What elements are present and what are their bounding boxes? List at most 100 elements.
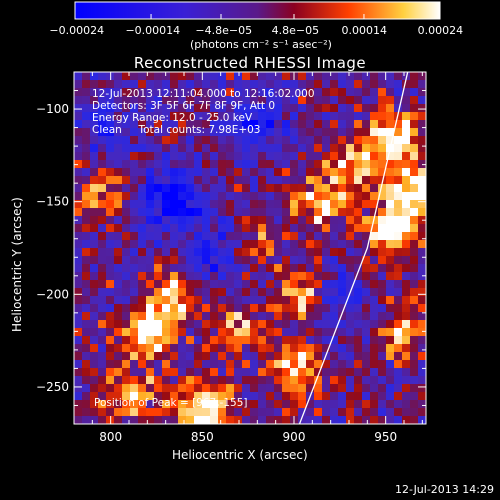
heatmap-cell — [202, 168, 211, 177]
heatmap-cell — [162, 168, 171, 177]
heatmap-cell — [178, 112, 187, 121]
heatmap-cell — [114, 256, 123, 265]
heatmap-cell — [378, 112, 387, 121]
heatmap-cell — [266, 288, 275, 297]
heatmap-cell — [282, 344, 291, 353]
heatmap-cell — [162, 80, 171, 89]
heatmap-cell — [290, 320, 299, 329]
heatmap-cell — [146, 264, 155, 273]
heatmap-cell — [282, 280, 291, 289]
heatmap-cell — [306, 128, 315, 137]
heatmap-cell — [146, 280, 155, 289]
heatmap-cell — [234, 72, 243, 81]
heatmap-cell — [402, 288, 411, 297]
heatmap-cell — [394, 304, 403, 313]
heatmap-cell — [266, 248, 275, 257]
heatmap-cell — [330, 224, 339, 233]
heatmap-cell — [314, 408, 323, 417]
heatmap-cell — [386, 408, 395, 417]
heatmap-cell — [202, 408, 211, 417]
heatmap-cell — [218, 304, 227, 313]
heatmap-cell — [98, 176, 107, 185]
heatmap-cell — [122, 392, 131, 401]
heatmap-cell — [354, 416, 363, 424]
heatmap-cell — [186, 80, 195, 89]
heatmap-cell — [162, 144, 171, 153]
heatmap-cell — [138, 280, 147, 289]
heatmap-cell — [274, 416, 283, 424]
heatmap-cell — [410, 280, 419, 289]
heatmap-cell — [298, 368, 307, 377]
heatmap-cell — [146, 272, 155, 281]
heatmap-cell — [130, 328, 139, 337]
heatmap-cell — [242, 280, 251, 289]
heatmap-cell — [282, 392, 291, 401]
heatmap-cell — [210, 96, 219, 105]
heatmap-cell — [146, 384, 155, 393]
heatmap-cell — [346, 400, 355, 409]
heatmap-cell — [90, 272, 99, 281]
heatmap-cell — [314, 280, 323, 289]
heatmap-cell — [274, 264, 283, 273]
heatmap-cell — [82, 360, 91, 369]
heatmap-cell — [330, 144, 339, 153]
heatmap-cell — [314, 96, 323, 105]
heatmap-cell — [338, 408, 347, 417]
heatmap-cell — [330, 256, 339, 265]
heatmap-cell — [362, 96, 371, 105]
heatmap-cell — [298, 264, 307, 273]
heatmap-cell — [226, 408, 235, 417]
heatmap-cell — [186, 336, 195, 345]
heatmap-cell — [314, 152, 323, 161]
heatmap-cell — [362, 296, 371, 305]
heatmap-cell — [74, 72, 83, 81]
heatmap-cell — [90, 152, 99, 161]
heatmap-cell — [394, 264, 403, 273]
heatmap-cell — [202, 208, 211, 217]
heatmap-cell — [386, 232, 395, 241]
x-tick-label: 800 — [99, 430, 122, 444]
heatmap-cell — [394, 88, 403, 97]
heatmap-cell — [314, 256, 323, 265]
heatmap-cell — [370, 200, 379, 209]
heatmap-cell — [370, 192, 379, 201]
heatmap-cell — [298, 112, 307, 121]
heatmap-cell — [378, 152, 387, 161]
heatmap-cell — [138, 296, 147, 305]
heatmap-cell — [202, 200, 211, 209]
heatmap-cell — [290, 232, 299, 241]
heatmap-cell — [258, 120, 267, 129]
heatmap-cell — [82, 184, 91, 193]
heatmap-cell — [290, 288, 299, 297]
heatmap-cell — [130, 184, 139, 193]
heatmap-cell — [106, 208, 115, 217]
heatmap-cell — [210, 216, 219, 225]
heatmap-cell — [394, 168, 403, 177]
heatmap-cell — [106, 368, 115, 377]
heatmap-cell — [354, 192, 363, 201]
heatmap-cell — [82, 136, 91, 145]
heatmap-cell — [226, 280, 235, 289]
heatmap-cell — [178, 80, 187, 89]
heatmap-cell — [394, 112, 403, 121]
heatmap-cell — [178, 416, 187, 424]
heatmap-cell — [194, 144, 203, 153]
heatmap-cell — [402, 88, 411, 97]
heatmap-cell — [154, 352, 163, 361]
heatmap-cell — [370, 160, 379, 169]
heatmap-cell — [114, 152, 123, 161]
heatmap-cell — [250, 296, 259, 305]
heatmap-cell — [90, 360, 99, 369]
heatmap-cell — [386, 112, 395, 121]
heatmap-cell — [394, 120, 403, 129]
heatmap-cell — [154, 368, 163, 377]
heatmap-cell — [314, 320, 323, 329]
heatmap-cell — [90, 368, 99, 377]
heatmap-cell — [138, 152, 147, 161]
heatmap-cell — [114, 112, 123, 121]
heatmap-cell — [338, 416, 347, 424]
heatmap-cell — [186, 376, 195, 385]
heatmap-cell — [274, 344, 283, 353]
heatmap-cell — [306, 184, 315, 193]
heatmap-cell — [90, 88, 99, 97]
